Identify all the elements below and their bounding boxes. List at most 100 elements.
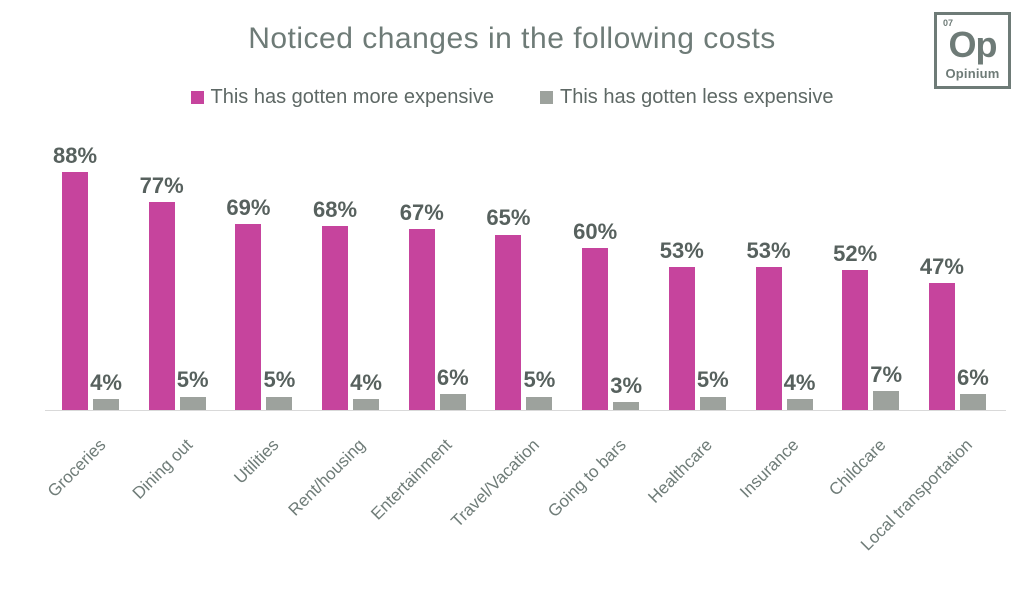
category-label: Rent/housing bbox=[285, 435, 370, 520]
bar-value-label: 47% bbox=[919, 254, 964, 280]
bar-value-label: 65% bbox=[486, 205, 531, 231]
bar-group: 65% 5% Travel/Vacation bbox=[447, 130, 555, 531]
bar-value-label: 77% bbox=[139, 173, 184, 199]
bar-column: 53% bbox=[660, 130, 704, 410]
bar-more-expensive bbox=[842, 269, 869, 410]
chart-title: Noticed changes in the following costs bbox=[248, 22, 776, 55]
bar-column: 5% bbox=[696, 130, 729, 410]
bar-less-expensive bbox=[959, 393, 986, 410]
bar-more-expensive bbox=[582, 248, 609, 410]
bar-less-expensive bbox=[353, 399, 380, 410]
bar-column: 3% bbox=[610, 130, 643, 410]
bar-value-label: 6% bbox=[956, 364, 989, 390]
bar-column: 4% bbox=[350, 130, 382, 410]
bar-value-label: 7% bbox=[870, 362, 903, 388]
bar-value-label: 68% bbox=[313, 197, 358, 223]
category-label: Groceries bbox=[43, 435, 110, 501]
bar-group: 47% 6% Local transportation bbox=[857, 130, 989, 554]
category-label: Going to bars bbox=[543, 435, 630, 521]
bar-group: 88% 4% Groceries bbox=[44, 130, 122, 501]
logo-symbol: Op bbox=[948, 24, 998, 65]
bar-column: 52% bbox=[833, 130, 877, 410]
bar-more-expensive bbox=[668, 266, 695, 410]
bar-more-expensive bbox=[495, 234, 522, 410]
bar-column: 5% bbox=[524, 130, 555, 410]
category-label: Entertainment bbox=[367, 435, 456, 524]
bar-more-expensive bbox=[235, 223, 262, 410]
bar-more-expensive bbox=[928, 283, 955, 410]
bar-value-label: 5% bbox=[176, 367, 209, 393]
category-label: Healthcare bbox=[644, 435, 717, 507]
bar-value-label: 60% bbox=[573, 218, 618, 244]
bar-column: 67% bbox=[400, 130, 444, 410]
bar-more-expensive bbox=[62, 172, 88, 410]
bar-column: 4% bbox=[783, 130, 816, 410]
category-label: Utilities bbox=[230, 435, 283, 488]
bar-group: 52% 7% Childcare bbox=[825, 130, 903, 499]
bar-value-label: 3% bbox=[610, 372, 643, 398]
bar-less-expensive bbox=[613, 401, 640, 410]
bar-less-expensive bbox=[526, 396, 553, 410]
bar-column: 65% bbox=[486, 130, 530, 410]
bar-column: 47% bbox=[920, 130, 964, 410]
category-label: Insurance bbox=[736, 435, 803, 502]
bar-less-expensive bbox=[873, 391, 900, 410]
legend-marker-icon bbox=[540, 91, 553, 104]
bar-value-label: 67% bbox=[399, 200, 444, 226]
legend-item: This has gotten less expensive bbox=[540, 86, 834, 109]
bar-column: 6% bbox=[436, 130, 469, 410]
bar-column: 6% bbox=[956, 130, 989, 410]
bar-less-expensive bbox=[266, 396, 293, 410]
bar-column: 4% bbox=[90, 130, 122, 410]
x-axis-line bbox=[45, 410, 1006, 411]
bar-group: 60% 3% Going to bars bbox=[544, 130, 643, 521]
bar-group: 68% 4% Rent/housing bbox=[285, 130, 382, 519]
legend-label: This has gotten more expensive bbox=[210, 86, 495, 108]
bar-value-label: 5% bbox=[263, 367, 296, 393]
legend-label: This has gotten less expensive bbox=[560, 86, 834, 108]
category-label: Dining out bbox=[128, 435, 196, 503]
bar-column: 7% bbox=[870, 130, 903, 410]
bar-column: 53% bbox=[746, 130, 791, 410]
bar-group: 69% 5% Utilities bbox=[226, 130, 296, 488]
bar-group: 53% 4% Insurance bbox=[736, 130, 816, 502]
bar-column: 60% bbox=[573, 130, 617, 410]
bar-value-label: 69% bbox=[226, 194, 271, 220]
bar-value-label: 4% bbox=[350, 370, 382, 396]
bar-column: 69% bbox=[226, 130, 270, 410]
legend-item: This has gotten more expensive bbox=[190, 86, 495, 109]
bar-value-label: 4% bbox=[783, 370, 816, 396]
bar-value-label: 52% bbox=[833, 240, 878, 266]
category-label: Travel/Vacation bbox=[447, 435, 543, 531]
bar-more-expensive bbox=[408, 229, 435, 410]
bar-more-expensive bbox=[322, 226, 349, 410]
bar-column: 5% bbox=[263, 130, 296, 410]
bar-value-label: 4% bbox=[90, 370, 122, 396]
bar-group: 77% 5% Dining out bbox=[128, 130, 209, 503]
bar-more-expensive bbox=[755, 266, 782, 410]
bar-value-label: 5% bbox=[523, 367, 556, 393]
bar-group: 67% 6% Entertainment bbox=[368, 130, 469, 524]
bar-less-expensive bbox=[179, 396, 206, 410]
legend: This has gotten more expensive This has g… bbox=[0, 86, 1024, 109]
bar-value-label: 5% bbox=[696, 367, 729, 393]
bar-column: 77% bbox=[140, 130, 184, 410]
bar-value-label: 53% bbox=[659, 237, 704, 263]
logo-wordmark: Opinium bbox=[945, 66, 1000, 81]
opinium-logo: 07 Op Opinium bbox=[934, 12, 1011, 89]
category-label: Childcare bbox=[825, 435, 890, 500]
bar-value-label: 6% bbox=[436, 364, 469, 390]
bar-less-expensive bbox=[93, 399, 119, 410]
bar-less-expensive bbox=[439, 393, 466, 410]
legend-marker-icon bbox=[190, 91, 204, 104]
bar-column: 5% bbox=[176, 130, 209, 410]
plot-area: 88% 4% Groceries 77% 5% Dining out 69% 5% Utilit… bbox=[44, 130, 1006, 554]
logo-number: 07 bbox=[943, 18, 954, 28]
bar-more-expensive bbox=[148, 202, 175, 410]
bar-less-expensive bbox=[699, 396, 726, 410]
bar-column: 68% bbox=[313, 130, 357, 410]
bar-column: 88% bbox=[53, 130, 97, 410]
bar-value-label: 88% bbox=[52, 143, 98, 169]
bar-less-expensive bbox=[786, 399, 813, 410]
